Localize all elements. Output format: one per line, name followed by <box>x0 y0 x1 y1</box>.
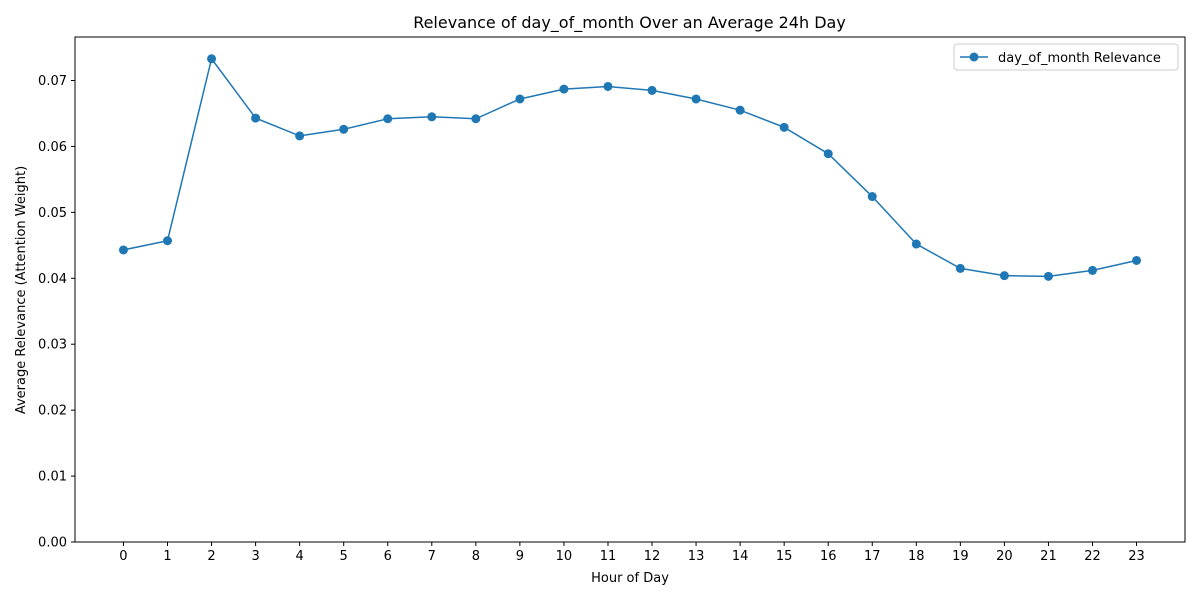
data-point <box>911 239 921 249</box>
x-tick-label: 11 <box>600 549 617 564</box>
x-tick-label: 7 <box>428 549 436 564</box>
data-point <box>207 54 217 64</box>
data-point <box>515 94 525 104</box>
plot-frame <box>74 36 1186 543</box>
y-tick-label: 0.07 <box>38 74 67 89</box>
legend-label: day_of_month Relevance <box>998 51 1161 66</box>
data-point <box>691 94 701 104</box>
legend-marker-swatch <box>969 52 979 62</box>
data-point <box>867 192 877 202</box>
series-layer <box>118 54 1142 281</box>
data-point <box>647 85 657 95</box>
data-point <box>427 112 437 122</box>
data-point <box>295 131 305 141</box>
x-tick-label: 12 <box>644 549 661 564</box>
data-point <box>955 263 965 273</box>
data-point <box>779 122 789 132</box>
data-point <box>559 84 569 94</box>
series-line <box>123 57 1137 278</box>
x-tick-label: 5 <box>340 549 348 564</box>
data-point <box>823 149 833 159</box>
data-point <box>1043 271 1053 281</box>
legend-box <box>953 43 1179 71</box>
data-point <box>1132 255 1142 265</box>
x-tick-label: 0 <box>119 549 127 564</box>
x-tick-label: 17 <box>864 549 881 564</box>
x-tick-label: 6 <box>384 549 392 564</box>
x-tick-label: 2 <box>207 549 215 564</box>
x-tick-label: 20 <box>996 549 1013 564</box>
x-axis-ticks: 0 1 2 3 4 5 6 7 8 9 10 11 12 13 14 15 16 17 18 19 20 21 22 23 <box>119 542 1145 564</box>
y-tick-label: 0.02 <box>38 404 67 419</box>
x-tick-label: 19 <box>952 549 969 564</box>
y-tick-label: 0.04 <box>38 272 67 287</box>
x-tick-label: 9 <box>516 549 524 564</box>
y-axis-label: Average Relevance (Attention Weight) <box>14 166 29 414</box>
data-point <box>603 81 613 91</box>
x-tick-label: 22 <box>1084 549 1101 564</box>
x-tick-label: 1 <box>163 549 171 564</box>
x-tick-label: 14 <box>732 549 749 564</box>
x-tick-label: 8 <box>472 549 480 564</box>
x-tick-label: 10 <box>556 549 573 564</box>
y-axis-ticks: 0.00 0.01 0.02 0.03 0.04 0.05 0.06 0.07 <box>38 74 75 551</box>
data-point <box>163 236 172 246</box>
y-tick-label: 0.05 <box>38 206 67 221</box>
legend: day_of_month Relevance <box>953 43 1179 71</box>
x-tick-label: 3 <box>251 549 259 564</box>
data-point <box>471 114 481 124</box>
y-tick-label: 0.03 <box>38 338 67 353</box>
y-tick-label: 0.06 <box>38 140 67 155</box>
data-point <box>339 124 349 134</box>
x-tick-label: 4 <box>296 549 304 564</box>
x-tick-label: 21 <box>1040 549 1057 564</box>
data-point <box>383 114 393 124</box>
x-tick-label: 16 <box>820 549 837 564</box>
data-point <box>251 113 261 123</box>
x-tick-label: 13 <box>688 549 705 564</box>
data-point <box>999 271 1009 281</box>
data-point <box>118 245 128 255</box>
y-tick-label: 0.01 <box>38 470 67 485</box>
x-tick-label: 18 <box>908 549 925 564</box>
x-tick-label: 15 <box>776 549 793 564</box>
chart-title: Relevance of day_of_month Over an Averag… <box>413 13 846 33</box>
data-point <box>1088 265 1097 275</box>
x-tick-label: 23 <box>1128 549 1145 564</box>
data-point <box>735 105 745 115</box>
x-axis-label: Hour of Day <box>591 571 669 586</box>
y-tick-label: 0.00 <box>38 536 67 551</box>
